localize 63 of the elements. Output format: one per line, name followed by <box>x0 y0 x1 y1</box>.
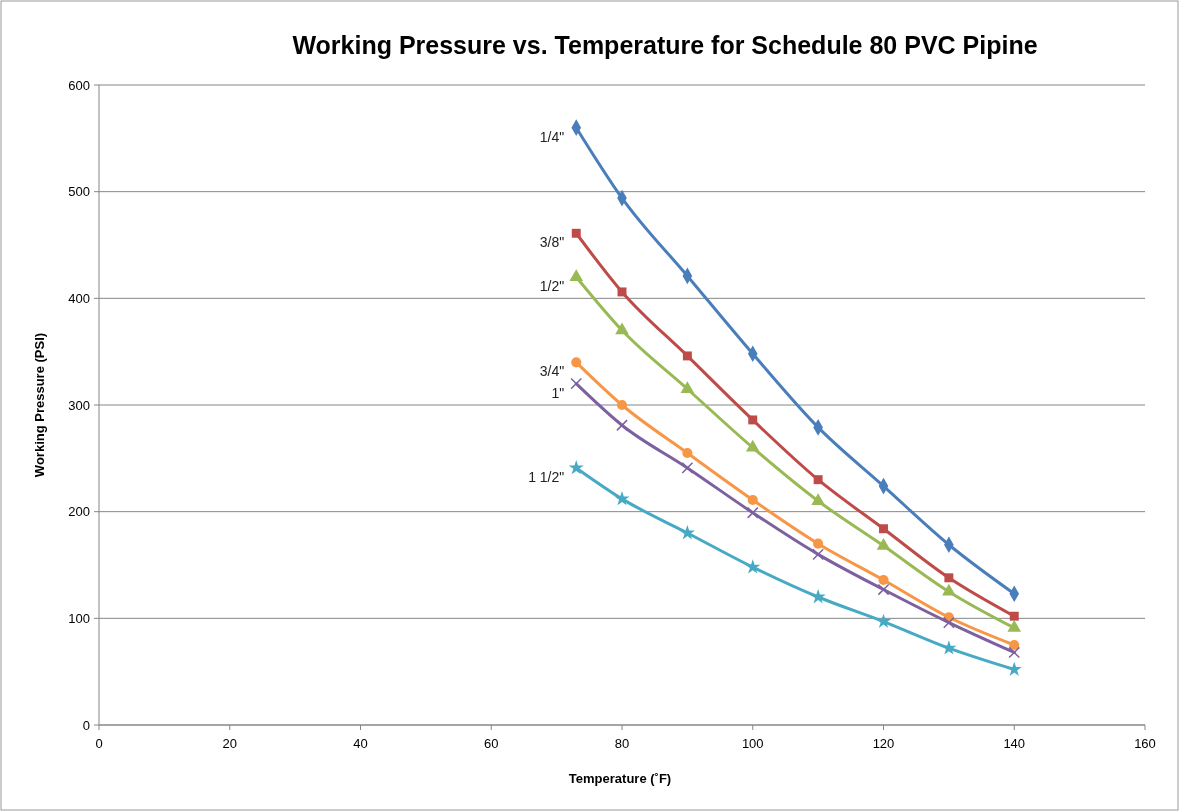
point <box>748 415 758 425</box>
series-label: 1 1/2" <box>528 468 565 485</box>
series-label: 3/4" <box>539 363 565 380</box>
point <box>1007 620 1022 632</box>
point <box>944 573 954 583</box>
point <box>876 537 891 550</box>
point <box>616 419 628 432</box>
x-axis-title: Temperature (˚F) <box>568 771 672 786</box>
point <box>941 640 957 655</box>
series-label: 3/8" <box>539 234 565 251</box>
point <box>569 269 584 281</box>
x-tick-label: 140 <box>1003 736 1026 751</box>
point <box>614 490 630 506</box>
point <box>1009 639 1020 651</box>
y-tick-label: 100 <box>68 610 90 626</box>
point <box>568 460 584 475</box>
point <box>747 494 758 505</box>
y-tick-label: 600 <box>68 77 90 93</box>
point <box>943 616 955 629</box>
point <box>679 525 695 540</box>
x-tick-label: 80 <box>614 736 630 751</box>
y-tick-label: 400 <box>68 290 90 306</box>
point <box>813 475 823 485</box>
point <box>812 548 824 561</box>
point <box>878 574 889 585</box>
series-label: 1/4" <box>539 128 565 145</box>
point <box>682 447 693 459</box>
point <box>813 538 824 549</box>
point <box>745 439 760 452</box>
x-tick-label: 120 <box>872 736 895 751</box>
point <box>746 506 759 519</box>
y-axis-title: Working Pressure (PSI) <box>32 332 47 478</box>
point <box>1009 611 1019 621</box>
y-tick-label: 200 <box>68 504 90 520</box>
point <box>616 399 628 411</box>
point <box>617 287 627 297</box>
point <box>571 228 581 238</box>
x-tick-label: 160 <box>1134 736 1156 751</box>
point <box>942 583 956 596</box>
point <box>877 583 890 596</box>
x-tick-label: 100 <box>741 736 764 751</box>
point <box>615 322 629 335</box>
point <box>875 613 892 628</box>
series-label: 1" <box>551 384 565 401</box>
point <box>745 559 761 574</box>
y-tick-label: 0 <box>82 717 90 733</box>
y-tick-label: 300 <box>68 397 90 413</box>
x-tick-label: 20 <box>222 736 237 751</box>
point <box>811 493 825 505</box>
series-label: 1/2" <box>539 278 565 294</box>
point <box>1008 646 1021 659</box>
y-tick-label: 500 <box>68 184 90 200</box>
point <box>680 381 695 393</box>
point <box>810 589 826 604</box>
chart-title: Working Pressure vs. Temperature for Schedule 80 PVC Pipine <box>292 31 1038 59</box>
point <box>570 377 583 390</box>
point <box>682 351 692 361</box>
x-tick-label: 40 <box>353 736 368 751</box>
x-tick-label: 60 <box>484 736 499 751</box>
x-tick-label: 0 <box>95 736 103 751</box>
point <box>879 524 888 534</box>
point <box>681 462 694 474</box>
point <box>571 357 582 368</box>
